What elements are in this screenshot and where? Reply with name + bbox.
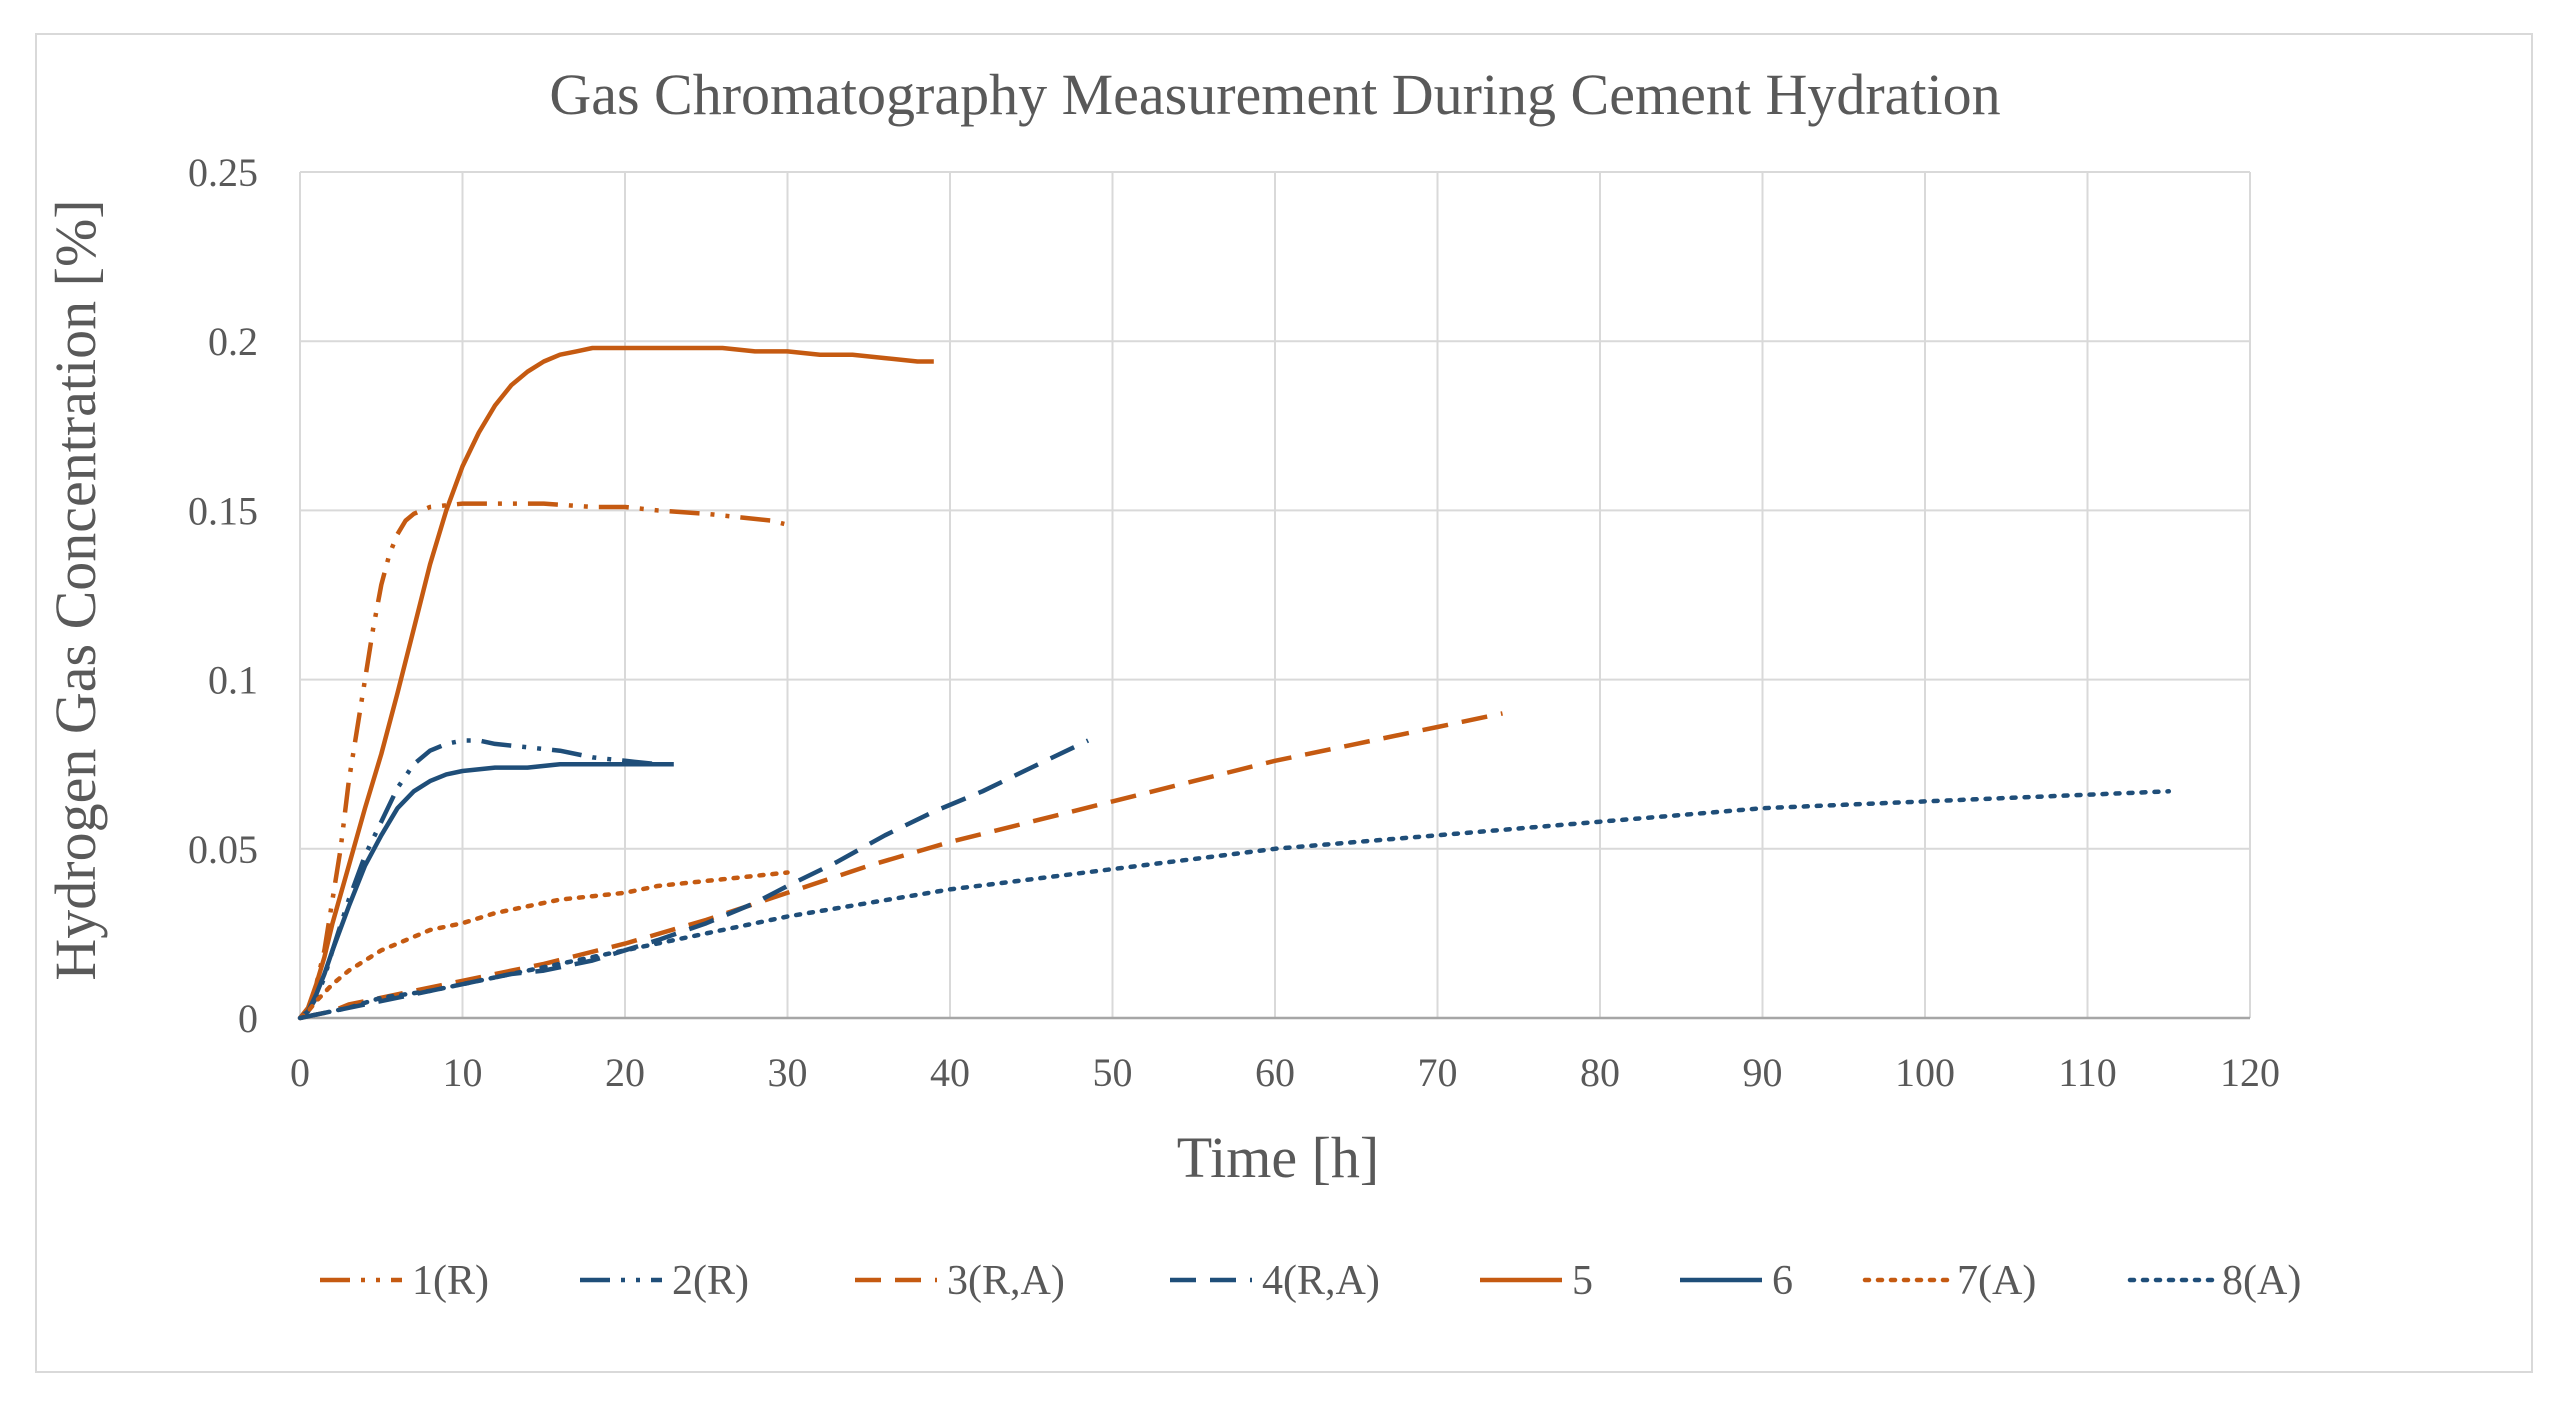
y-tick-label: 0.15: [188, 488, 258, 533]
x-tick-labels: 0 10 20 30 40 50 60 70 80 90 100 110 120: [290, 1050, 2280, 1095]
series-line-1: [298, 501, 785, 1020]
x-tick-label: 10: [443, 1050, 483, 1095]
legend-label: 7(A): [1957, 1258, 2036, 1304]
x-tick-label: 0: [290, 1050, 310, 1095]
x-axis-label: Time [h]: [1177, 1125, 1380, 1190]
legend-label: 8(A): [2222, 1258, 2301, 1304]
series-line-6: [298, 761, 674, 1020]
x-tick-label: 120: [2220, 1050, 2280, 1095]
chart-frame: [35, 33, 2533, 1373]
x-tick-label: 80: [1580, 1050, 1620, 1095]
series-line-5: [298, 345, 934, 1020]
x-tick-label: 30: [768, 1050, 808, 1095]
x-tick-label: 110: [2058, 1050, 2117, 1095]
x-tick-label: 70: [1418, 1050, 1458, 1095]
y-tick-label: 0.05: [188, 827, 258, 872]
legend-label: 5: [1572, 1258, 1593, 1304]
series-line-4: [299, 738, 1090, 1021]
legend-label: 6: [1772, 1258, 1793, 1304]
legend: 1(R) 2(R) 3(R,A) 4(R,A) 5 6 7(A) 8(A): [320, 1258, 2301, 1304]
axes: [299, 172, 2250, 1020]
y-tick-labels: 0 0.05 0.1 0.15 0.2 0.25: [188, 150, 258, 1041]
x-tick-label: 20: [605, 1050, 645, 1095]
x-tick-label: 40: [930, 1050, 970, 1095]
chart-title: Gas Chromatography Measurement During Ce…: [549, 62, 2000, 127]
legend-label: 4(R,A): [1262, 1258, 1380, 1304]
series-line-8: [297, 789, 2172, 1021]
legend-label: 1(R): [412, 1258, 489, 1304]
y-tick-label: 0.25: [188, 150, 258, 195]
x-tick-label: 50: [1093, 1050, 1133, 1095]
y-axis-label: Hydrogen Gas Concentration [%]: [43, 199, 108, 980]
series-line-7: [297, 870, 790, 1021]
y-tick-label: 0.2: [208, 319, 258, 364]
x-tick-label: 100: [1895, 1050, 1955, 1095]
legend-label: 3(R,A): [947, 1258, 1065, 1304]
legend-label: 2(R): [672, 1258, 749, 1304]
gridlines: [300, 171, 2251, 1018]
x-tick-label: 60: [1255, 1050, 1295, 1095]
y-tick-label: 0: [238, 996, 258, 1041]
series-lines: [297, 345, 2172, 1021]
x-tick-label: 90: [1743, 1050, 1783, 1095]
y-tick-label: 0.1: [208, 658, 258, 703]
